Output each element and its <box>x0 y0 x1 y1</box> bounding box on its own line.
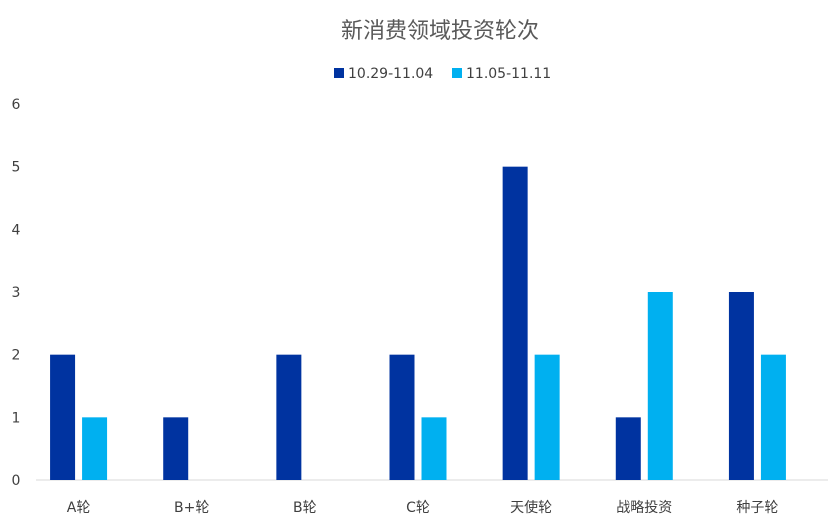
legend: 10.29-11.04 11.05-11.11 <box>334 66 551 82</box>
y-tick-label: 6 <box>12 97 21 113</box>
legend-label-series-2: 11.05-11.11 <box>466 66 551 82</box>
bar-series-2-cat-1 <box>82 417 108 480</box>
bar-series-2-cat-4 <box>421 417 447 480</box>
bar-series-2-cat-6 <box>647 292 673 480</box>
y-axis-ticks: 0 1 2 3 4 5 6 <box>12 97 21 489</box>
legend-swatch-series-1 <box>334 68 344 78</box>
y-tick-label: 2 <box>12 348 21 364</box>
legend-label-series-1: 10.29-11.04 <box>348 66 433 82</box>
x-tick-label: 战略投资 <box>616 500 672 516</box>
y-tick-label: 4 <box>12 222 21 238</box>
bar-series-1-cat-6 <box>615 417 641 480</box>
x-tick-label: 天使轮 <box>510 499 552 516</box>
bar-series-2-cat-7 <box>760 354 786 480</box>
x-tick-label: C轮 <box>406 500 430 516</box>
bar-series-1-cat-7 <box>728 292 754 480</box>
x-tick-label: B+轮 <box>174 500 209 516</box>
bar-series-1-cat-4 <box>389 354 415 480</box>
bars <box>50 166 786 480</box>
y-tick-label: 1 <box>12 410 21 426</box>
bar-series-1-cat-1 <box>50 354 76 480</box>
y-tick-label: 3 <box>12 285 21 301</box>
bar-series-1-cat-3 <box>276 354 302 480</box>
y-tick-label: 5 <box>12 160 21 176</box>
y-tick-label: 0 <box>12 473 21 489</box>
x-tick-label: A轮 <box>67 500 91 516</box>
legend-swatch-series-2 <box>452 68 462 78</box>
bar-series-2-cat-5 <box>534 354 560 480</box>
x-tick-label: B轮 <box>293 500 317 516</box>
bar-series-1-cat-5 <box>502 166 528 480</box>
x-tick-label: 种子轮 <box>736 500 778 516</box>
chart-title: 新消费领域投资轮次 <box>341 19 539 44</box>
x-axis-ticks: A轮 B+轮 B轮 C轮 天使轮 战略投资 种子轮 <box>67 499 779 516</box>
bar-series-1-cat-2 <box>163 417 189 480</box>
